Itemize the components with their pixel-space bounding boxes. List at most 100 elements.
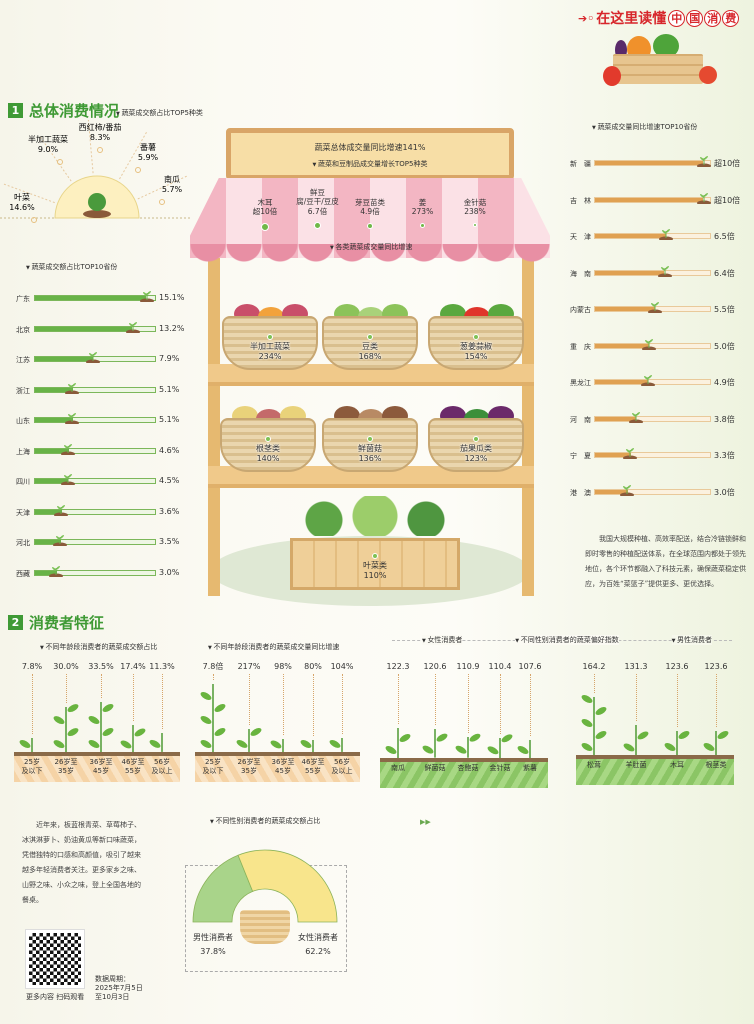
value-leader-line: [32, 674, 33, 734]
leafy-crate: 叶菜类 110%: [290, 538, 460, 590]
plant-mark: [454, 733, 482, 758]
top5-growth-value: 4.9倍: [360, 207, 380, 217]
sprout-icon: [628, 408, 643, 424]
top5-growth-name: 芽豆苗类: [355, 198, 385, 207]
top5-growth-subtitle: 蔬菜和豆制品成交量增长TOP5种类: [231, 159, 509, 169]
top5-category: 南瓜: [164, 174, 180, 184]
province-label: 新 疆: [570, 160, 591, 168]
vegetable-basket: 葱姜蒜椒 154%: [428, 316, 524, 370]
province-value: 3.8倍: [714, 414, 735, 424]
value-leader-line: [716, 674, 717, 727]
province-bar-fill: [35, 387, 73, 392]
sprout-icon: [49, 562, 64, 578]
province-bar: [34, 478, 156, 484]
province-value: 6.4倍: [714, 268, 735, 278]
plant-mark: [580, 693, 608, 755]
province-label: 江苏: [16, 356, 30, 364]
plant-value: 107.6: [518, 662, 542, 671]
top5-share-subtitle: 蔬菜成交额占比TOP5种类: [116, 108, 202, 118]
province-bar-fill: [595, 307, 655, 311]
qr-code[interactable]: [25, 929, 85, 989]
province-bar: [34, 539, 156, 545]
top5-growth-value: 273%: [411, 207, 434, 217]
plant-mark: [299, 736, 327, 752]
sprout-icon: [65, 379, 80, 395]
plant-value: 122.3: [386, 662, 410, 671]
category-label: 豆类: [362, 342, 378, 351]
basket-illustration: [240, 910, 290, 944]
top5-category: 半加工蔬菜: [28, 134, 68, 144]
province-bar-fill: [35, 540, 61, 544]
province-bar: [594, 415, 711, 422]
province-label: 重 庆: [570, 342, 591, 351]
sprout-icon: [658, 225, 673, 242]
province-bar: [34, 325, 156, 332]
province-bar: [34, 569, 156, 576]
vegetable-crate-illustration: [595, 32, 725, 92]
plant-value: 131.3: [624, 662, 648, 671]
growth-dot: [420, 222, 425, 228]
top5-growth-item: 金针菇 238%: [450, 188, 500, 233]
province-bar: [594, 233, 711, 239]
value-leader-line: [677, 674, 678, 727]
plant-value: 80%: [304, 662, 322, 671]
leafy-greens: [290, 496, 460, 536]
province-bar: [34, 447, 156, 454]
growth-dot: [261, 222, 269, 231]
value-leader-line: [213, 674, 214, 680]
plant-value: 110.9: [456, 662, 480, 671]
section-1-title: 1 总体消费情况: [8, 100, 119, 121]
province-bar: [594, 160, 711, 166]
header-title-prefix: 在这里读懂: [596, 11, 667, 27]
vegetable-stall: 蔬菜总体成交量同比增速141% 蔬菜和豆制品成交量增长TOP5种类 木耳超10倍…: [190, 126, 550, 606]
province-value: 3.6%: [159, 506, 180, 516]
sprout-icon: [642, 335, 657, 351]
province-value: 5.1%: [159, 415, 180, 424]
plant-category: 36岁至 45岁: [271, 758, 295, 775]
plant-category: 56岁 及以上: [331, 758, 353, 775]
gender-share-chart: 男性消费者 37.8% 女性消费者 62.2%: [185, 830, 355, 980]
top5-growth-name: 木耳: [257, 198, 273, 207]
top5-growth-value: 238%: [464, 207, 486, 217]
age-share-subtitle: 不同年龄段消费者的蔬菜成交额占比: [40, 642, 157, 652]
sprout-icon: [125, 318, 140, 334]
plant-mark: [199, 680, 227, 752]
province-label: 山东: [16, 417, 30, 425]
plant-mark: [622, 721, 650, 755]
province-bar-fill: [595, 416, 637, 421]
province-label: 宁 夏: [570, 452, 591, 460]
plant-value: 17.4%: [120, 662, 146, 671]
province-value: 4.6%: [159, 445, 180, 455]
province-bar-fill: [595, 270, 665, 275]
sprout-icon: [140, 287, 155, 304]
province-bar: [34, 295, 156, 301]
category-growth-subtitle: 各类蔬菜成交量同比增速: [330, 242, 412, 252]
province-value: 5.0倍: [714, 341, 735, 351]
province-bar-fill: [595, 380, 649, 384]
top5-value: 14.6%: [9, 203, 35, 212]
province-value: 15.1%: [159, 293, 185, 302]
brand-header: ➔◦ 在这里读懂 中国消费: [578, 8, 740, 28]
province-bar-fill: [35, 448, 69, 453]
value-leader-line: [313, 674, 314, 736]
sprout-icon: [53, 531, 68, 548]
forward-icon: ▶▶: [420, 818, 431, 826]
province-bar: [594, 269, 711, 276]
plant-category: 26岁至 35岁: [237, 758, 261, 775]
value-leader-line: [468, 674, 469, 734]
plant-mark: [384, 724, 412, 758]
plant-value: 120.6: [423, 662, 447, 671]
gender-preference-header: 女性消费者 不同性别消费者的蔬菜偏好指数 男性消费者: [392, 635, 732, 645]
header-title-char: 费: [722, 9, 740, 27]
qr-caption: 更多内容 扫码观看: [26, 993, 85, 1001]
data-period: 数据周期： 2025年7月5日 至10月3日: [95, 975, 143, 1001]
growth-dot: [367, 222, 373, 229]
top5-marker: [57, 159, 63, 165]
plant-category: 26岁至 35岁: [54, 758, 78, 775]
plant-ground: [195, 752, 360, 782]
age-growth-subtitle: 不同年龄段消费者的蔬菜成交量同比增速: [208, 642, 339, 652]
plant-value: 164.2: [582, 662, 606, 671]
top5-growth-item: 芽豆苗类 4.9倍: [345, 188, 395, 233]
stall-post-left: [208, 236, 220, 596]
plant-ground: [14, 752, 180, 782]
